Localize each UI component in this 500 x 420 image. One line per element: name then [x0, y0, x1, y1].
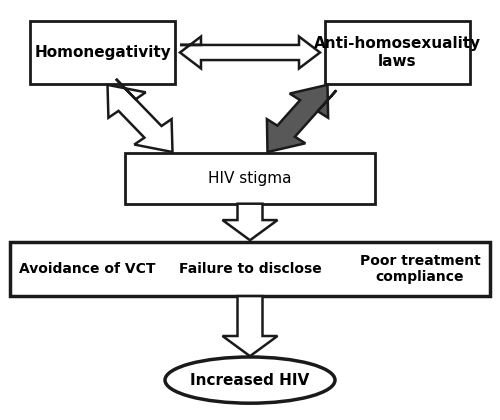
FancyBboxPatch shape	[10, 241, 490, 296]
Polygon shape	[222, 296, 278, 356]
Text: HIV stigma: HIV stigma	[208, 171, 292, 186]
Text: Failure to disclose: Failure to disclose	[178, 262, 322, 276]
FancyBboxPatch shape	[325, 21, 470, 84]
Polygon shape	[180, 37, 320, 68]
Text: Avoidance of VCT: Avoidance of VCT	[19, 262, 156, 276]
Polygon shape	[108, 79, 172, 152]
FancyBboxPatch shape	[30, 21, 175, 84]
Ellipse shape	[165, 357, 335, 403]
Text: Increased HIV: Increased HIV	[190, 373, 310, 388]
FancyBboxPatch shape	[125, 153, 375, 204]
Text: Anti-homosexuality
laws: Anti-homosexuality laws	[314, 36, 481, 69]
Text: Homonegativity: Homonegativity	[34, 45, 171, 60]
Text: Poor treatment
compliance: Poor treatment compliance	[360, 254, 480, 284]
Polygon shape	[267, 85, 336, 152]
Polygon shape	[222, 204, 278, 240]
